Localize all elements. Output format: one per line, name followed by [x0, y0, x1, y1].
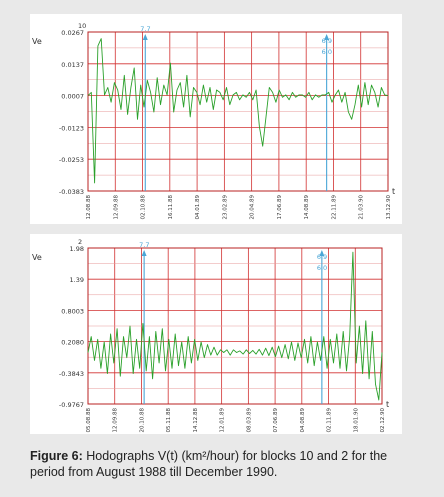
- event-marker-arrow: [141, 250, 147, 256]
- hodograph-chart-block-10: 0.02670.01370.0007-0.0123-0.0253-0.03831…: [32, 22, 395, 220]
- plot-frame: [87, 247, 383, 405]
- x-tick-label: 02.11.89: [327, 408, 333, 433]
- y-axis-label: Ve: [32, 37, 42, 46]
- series-line: [87, 38, 389, 184]
- x-tick-label: 04.01.89: [195, 195, 201, 220]
- y-axis-label: Ve: [32, 253, 42, 262]
- x-tick-label: 12.08.88: [86, 195, 92, 220]
- y-tick-label: -0.9767: [59, 401, 84, 409]
- event-marker-arrow: [319, 250, 325, 256]
- y-tick-label: 1.98: [70, 245, 84, 253]
- series-line: [87, 251, 383, 401]
- x-tick-label: 16.11.88: [168, 195, 174, 220]
- plot-frame: [87, 31, 389, 192]
- event-marker-label: 6.9: [322, 37, 332, 45]
- event-marker-label: 6.0: [317, 264, 327, 272]
- chart-panel-block-10: 0.0267 0.0137 0.0007 -0.0123 -0.0253 -0.0383 1…: [30, 14, 402, 224]
- y-tick-label: -0.3843: [59, 370, 84, 378]
- x-tick-label: 20.04.89: [250, 195, 256, 220]
- event-marker-arrow: [324, 34, 330, 40]
- hodograph-chart-block-2: 1.98 1.39 0.8003 0.2080 -0.3843 -0.976705.08.…: [32, 238, 389, 433]
- x-tick-label: 14.08.89: [304, 195, 310, 220]
- x-tick-label: 02.12.90: [380, 408, 386, 433]
- x-tick-label: 05.08.88: [86, 408, 92, 433]
- block-number-label: 10: [78, 22, 86, 30]
- x-tick-label: 13.12.90: [386, 195, 392, 220]
- y-tick-label: -0.0383: [59, 188, 84, 196]
- x-tick-label: 12.01.89: [220, 408, 226, 433]
- y-tick-label: -0.0123: [59, 124, 84, 132]
- event-marker-label: 7.7: [139, 241, 149, 249]
- x-tick-label: 22.11.89: [331, 195, 337, 220]
- x-tick-label: 04.08.89: [300, 408, 306, 433]
- y-tick-label: 0.2080: [61, 339, 84, 347]
- event-marker-arrow: [142, 34, 148, 40]
- event-marker-label: 7.7: [140, 25, 150, 33]
- x-tick-label: 07.06.89: [273, 408, 279, 433]
- x-tick-label: 23.02.89: [222, 195, 228, 220]
- figure-caption-text: Hodographs V(t) (km²/hour) for blocks 10…: [30, 449, 388, 479]
- x-tick-label: 18.01.90: [353, 408, 359, 433]
- x-tick-label: 12.09.88: [113, 195, 119, 220]
- y-tick-label: -0.0253: [59, 156, 84, 164]
- x-axis-label: t: [392, 187, 395, 196]
- block-number-label: 2: [78, 238, 82, 246]
- y-tick-label: 0.8003: [61, 307, 84, 315]
- figure-caption: Figure 6: Hodographs V(t) (km²/hour) for…: [30, 448, 420, 480]
- x-tick-label: 21.03.90: [359, 195, 365, 220]
- x-tick-label: 17.06.89: [277, 195, 283, 220]
- y-tick-label: 0.0267: [61, 29, 84, 37]
- y-tick-label: 0.0007: [61, 93, 84, 101]
- figure-caption-label: Figure 6:: [30, 449, 83, 463]
- event-marker-label: 6.9: [317, 253, 327, 261]
- event-marker-label: 6.0: [322, 48, 332, 56]
- x-tick-label: 14.12.88: [193, 408, 199, 433]
- chart-panel-block-2: 1.98 1.39 0.8003 0.2080 -0.3843 -0.9767 05.08.…: [30, 234, 402, 434]
- y-tick-label: 1.39: [70, 276, 84, 284]
- x-axis-label: t: [386, 400, 389, 409]
- x-tick-label: 20.10.88: [139, 408, 145, 433]
- x-tick-label: 12.09.88: [113, 408, 119, 433]
- x-tick-label: 08.03.89: [246, 408, 252, 433]
- x-tick-label: 05.11.88: [166, 408, 172, 433]
- x-tick-label: 02.10.88: [141, 195, 147, 220]
- y-tick-label: 0.0137: [61, 61, 84, 69]
